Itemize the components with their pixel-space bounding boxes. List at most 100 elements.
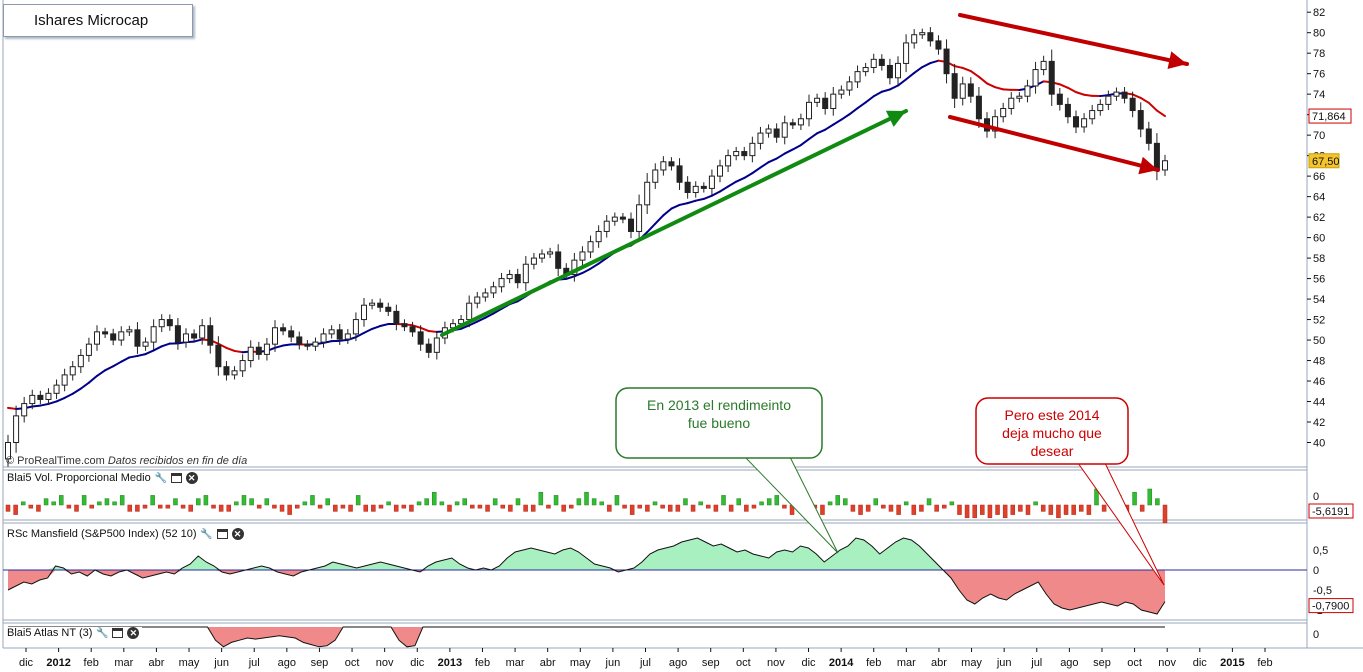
x-tick-label: 2014	[829, 657, 854, 669]
close-icon[interactable]: ✕	[185, 472, 198, 484]
candle-body	[959, 83, 966, 99]
candle-body	[838, 89, 845, 95]
candle-body	[943, 48, 950, 75]
volume-bar	[241, 495, 247, 506]
volume-bar	[416, 501, 422, 506]
candle-body	[700, 185, 707, 189]
candle	[142, 337, 149, 351]
candle	[1113, 87, 1120, 101]
x-tick-label: may	[179, 657, 200, 669]
candle-body	[757, 132, 764, 144]
volume-bar	[424, 498, 429, 506]
volume-bar	[949, 501, 955, 506]
candle	[409, 321, 416, 337]
candle-body	[69, 366, 76, 376]
ma-segment	[581, 267, 592, 274]
candle	[126, 325, 133, 336]
volume-bar	[667, 504, 673, 512]
volume-bar	[546, 504, 551, 509]
candle-body	[555, 251, 562, 269]
volume-bar	[964, 504, 970, 519]
window-icon[interactable]	[216, 529, 228, 539]
volume-bar	[1086, 504, 1092, 515]
volume-bar	[188, 504, 193, 512]
volume-bar	[766, 498, 772, 506]
candle	[878, 54, 885, 71]
atlas-zero-label: 0	[1313, 629, 1319, 641]
close-icon[interactable]: ✕	[231, 528, 244, 540]
candle-body	[280, 327, 287, 332]
volume-bar	[1002, 504, 1008, 519]
volume-bar	[462, 498, 467, 506]
volume-bar	[89, 504, 94, 509]
x-tick-label: nov	[376, 657, 394, 669]
candle-body	[814, 97, 821, 103]
volume-bar	[782, 504, 787, 509]
ma-segment	[1075, 91, 1086, 96]
candle	[296, 331, 303, 350]
wrench-icon[interactable]: 🔧	[200, 528, 213, 540]
volume-bar	[348, 504, 353, 512]
volume-panel	[5, 488, 1168, 524]
candle	[676, 158, 683, 190]
x-tick-label: jun	[213, 657, 229, 669]
candle	[951, 63, 958, 108]
volume-bar	[660, 504, 665, 509]
volume-bar	[135, 504, 140, 512]
volume-bar	[919, 504, 924, 512]
candle-body	[409, 326, 416, 333]
x-tick-label: ago	[669, 657, 687, 669]
ma-segment	[848, 107, 859, 116]
volume-bar	[972, 504, 977, 519]
candle-body	[417, 331, 424, 345]
wrench-icon[interactable]: 🔧	[154, 472, 167, 484]
candle-body	[927, 32, 934, 42]
candle	[474, 291, 481, 309]
volume-bar	[211, 504, 216, 509]
candle	[61, 368, 68, 392]
candle	[992, 109, 999, 139]
ma-segment	[282, 343, 293, 347]
ma-segment	[921, 62, 932, 69]
ma-segment	[1066, 86, 1077, 94]
candle	[1016, 92, 1023, 103]
volume-bar	[173, 498, 178, 506]
downtrend-lower-arrow	[948, 115, 1160, 175]
candle	[433, 330, 440, 360]
candle	[919, 28, 926, 39]
candle-body	[4, 442, 12, 460]
ma-segment	[87, 374, 98, 384]
ma-segment	[193, 338, 204, 343]
wrench-icon[interactable]: 🔧	[96, 627, 109, 639]
volume-bar	[629, 504, 635, 515]
candle	[498, 272, 505, 293]
volume-bar	[1056, 504, 1061, 519]
x-tick-label: mar	[506, 657, 525, 669]
candle-body	[522, 263, 529, 284]
candle-body	[385, 306, 392, 312]
candle-body	[951, 73, 958, 99]
candle	[53, 379, 60, 399]
volume-bar	[59, 495, 64, 506]
ma-segment	[816, 128, 827, 135]
ma-segment	[686, 199, 697, 205]
candle	[320, 328, 327, 348]
candle-body	[1121, 91, 1128, 99]
x-tick-label: jul	[248, 657, 260, 669]
candle-body	[401, 323, 408, 328]
price-tick-label: 62	[1313, 212, 1325, 224]
close-icon[interactable]: ✕	[127, 627, 140, 639]
volume-bar	[409, 504, 414, 512]
candle	[789, 118, 796, 129]
ma-segment	[492, 307, 503, 315]
window-icon[interactable]	[112, 628, 124, 638]
volume-bar	[683, 498, 688, 506]
x-tick-label: dic	[1193, 657, 1208, 669]
volume-bar	[881, 504, 886, 509]
volume-bar	[249, 498, 254, 506]
candle-body	[118, 331, 125, 341]
window-icon[interactable]	[170, 473, 182, 483]
candle-body	[652, 169, 659, 183]
volume-bar	[827, 501, 833, 506]
candle	[700, 182, 707, 193]
